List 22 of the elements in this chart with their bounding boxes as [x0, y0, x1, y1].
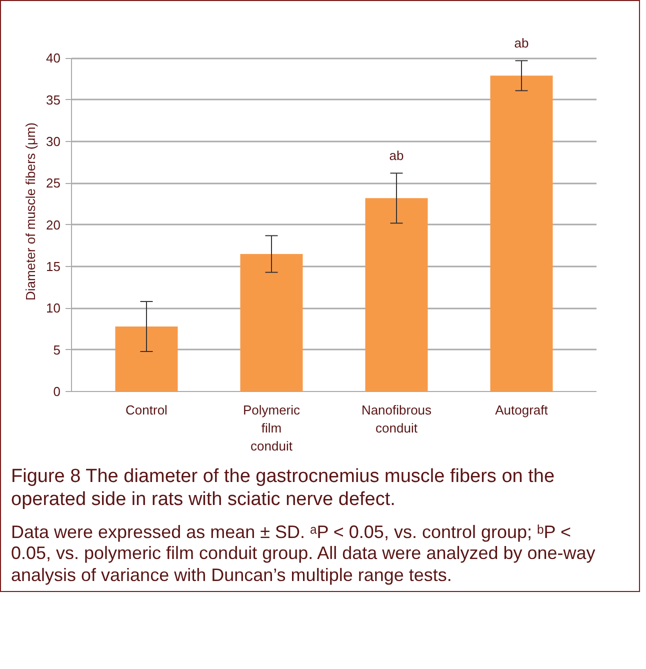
annotation: ab: [389, 148, 404, 164]
bar: [490, 76, 553, 392]
y-axis-title: Diameter of muscle fibers (μm): [23, 122, 38, 300]
y-tick-label: 0: [53, 384, 61, 399]
y-tick-label: 10: [46, 300, 61, 316]
bar: [240, 254, 303, 392]
annotation: ab: [514, 36, 529, 51]
bar: [115, 326, 178, 392]
x-tick-label: Nanofibrous conduit: [361, 402, 432, 436]
y-tick-label: 15: [46, 259, 61, 274]
x-tick-label: Autograft: [495, 402, 548, 418]
y-tick-label: 20: [46, 217, 61, 232]
bar: [365, 198, 428, 392]
y-tick-label: 40: [46, 50, 61, 66]
y-tick-label: 30: [46, 134, 61, 149]
x-tick-label: Control: [126, 402, 168, 418]
y-tick-label: 5: [53, 342, 61, 358]
y-tick-label: 35: [46, 92, 61, 108]
text: Data were expressed as mean ± SD. ᵃP < 0.05, vs. control group; ᵇP < 0.05, vs. polymeric film conduit group. All data were analyzed by one-way analysis of variance with Duncan’s multiple range tests.: [11, 522, 596, 586]
y-tick-label: 25: [46, 176, 61, 191]
x-tick-label: Polymeric film conduit: [242, 402, 301, 454]
caption: Figure 8 The diameter of the gastrocnemius muscle fibers on the operated side in rats with sciatic nerve defect.: [11, 466, 556, 512]
